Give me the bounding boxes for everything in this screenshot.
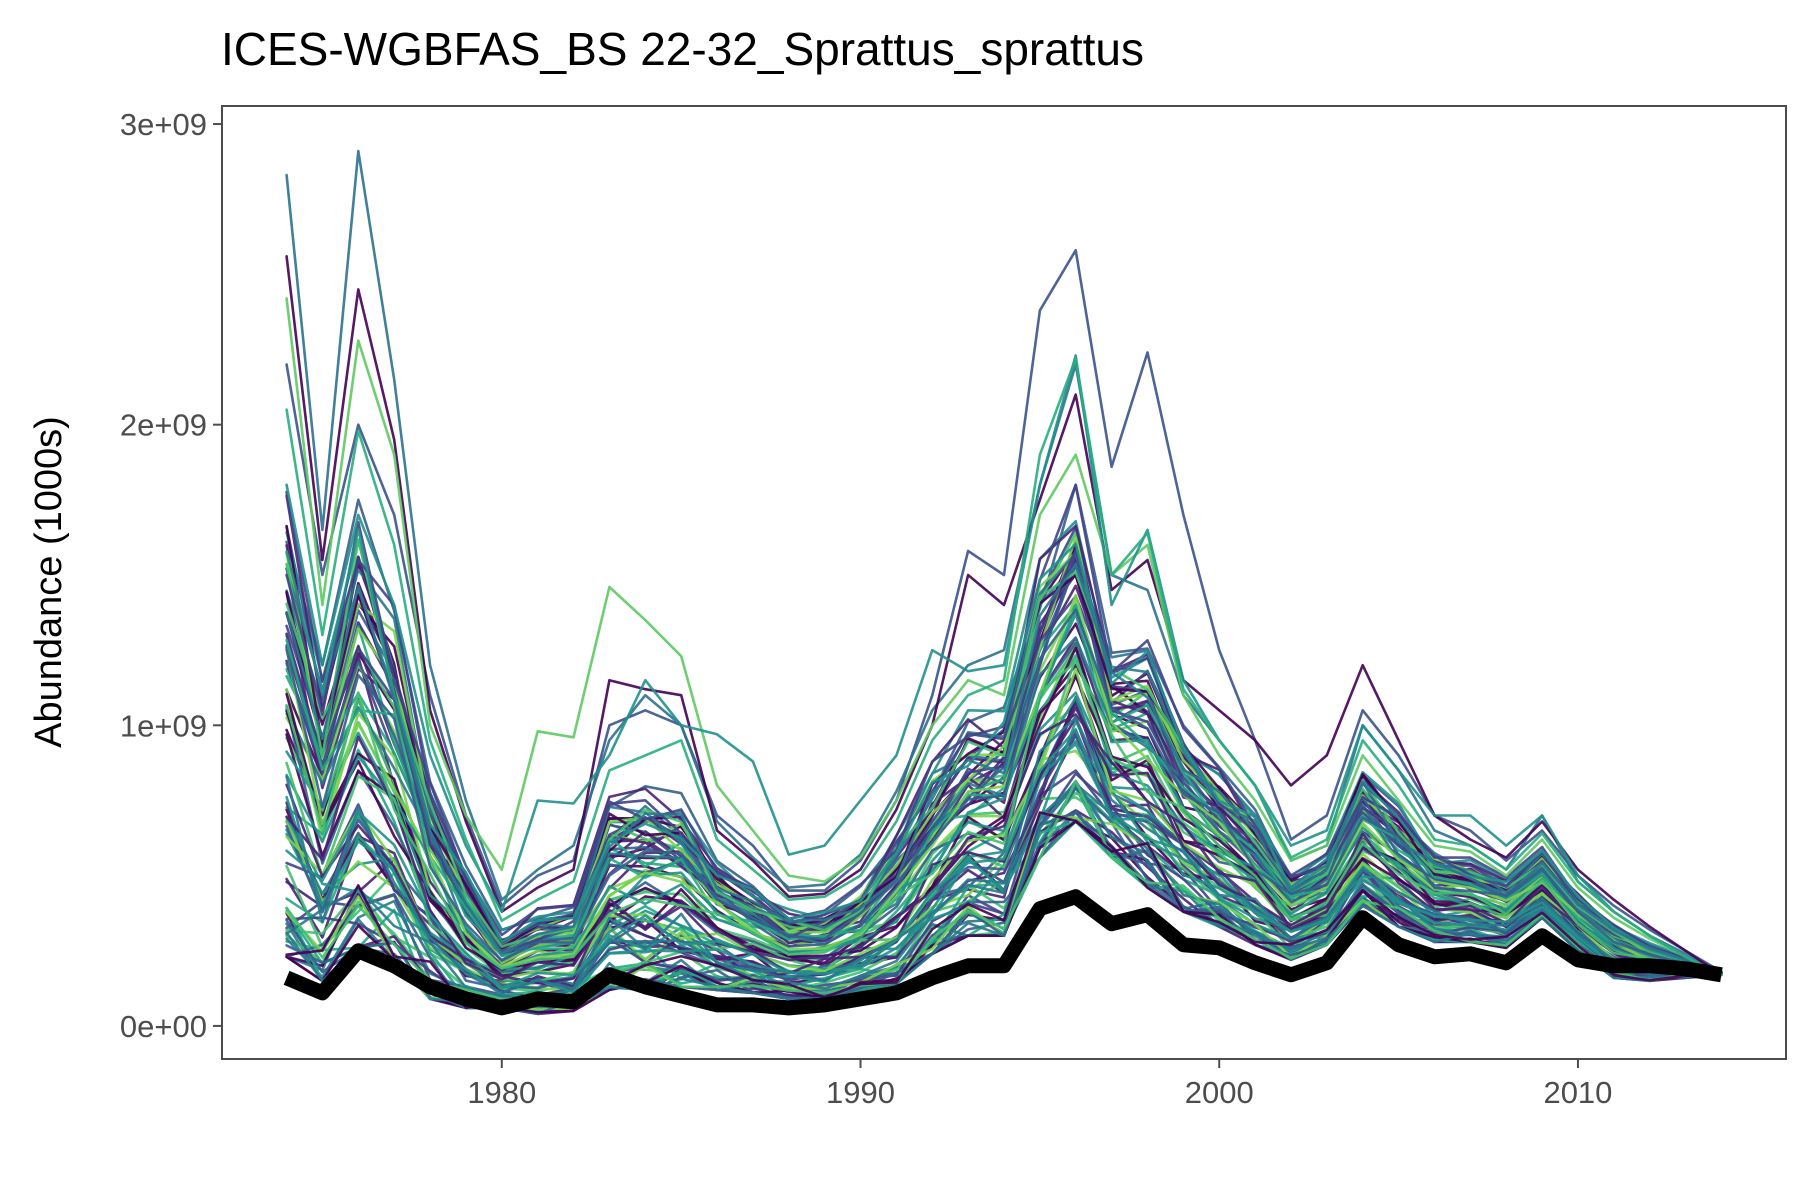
y-tick-label: 2e+09 xyxy=(120,408,207,443)
x-tick-label: 2010 xyxy=(1543,1075,1612,1110)
highlighted-line xyxy=(285,255,1723,977)
x-tick-label: 2000 xyxy=(1185,1075,1254,1110)
chart-title: ICES-WGBFAS_BS 22-32_Sprattus_sprattus xyxy=(221,23,1144,75)
ensemble-line xyxy=(285,728,1723,989)
highlighted-line xyxy=(285,249,1723,974)
ensemble-line xyxy=(285,483,1723,974)
ensemble-line xyxy=(285,595,1723,974)
y-axis: 0e+00 1e+09 2e+09 3e+09 xyxy=(120,107,222,1044)
ensemble-line xyxy=(285,563,1723,974)
x-axis: 1980 1990 2000 2010 xyxy=(467,1059,1612,1110)
ensemble-line xyxy=(285,608,1723,975)
plot-panel-border xyxy=(221,105,1787,1060)
highlighted-line xyxy=(285,354,1723,977)
y-tick-label: 1e+09 xyxy=(120,708,207,743)
reference-line xyxy=(283,889,1723,1016)
x-tick-label: 1980 xyxy=(467,1075,536,1110)
y-tick-label: 0e+00 xyxy=(120,1009,207,1044)
ensemble-line xyxy=(285,716,1723,994)
ensemble-line xyxy=(285,734,1723,990)
ensemble-line xyxy=(285,706,1723,985)
highlighted-line xyxy=(285,357,1723,977)
ensemble-line xyxy=(285,494,1723,974)
ensemble-line xyxy=(285,528,1723,974)
highlighted-line xyxy=(285,297,1723,977)
ensemble-line xyxy=(285,660,1723,975)
plot-area xyxy=(283,149,1723,1016)
x-tick-label: 1990 xyxy=(826,1075,895,1110)
y-tick-label: 3e+09 xyxy=(120,107,207,142)
y-axis-title: Abundance (1000s) xyxy=(28,416,70,748)
ensemble-line xyxy=(285,713,1723,981)
